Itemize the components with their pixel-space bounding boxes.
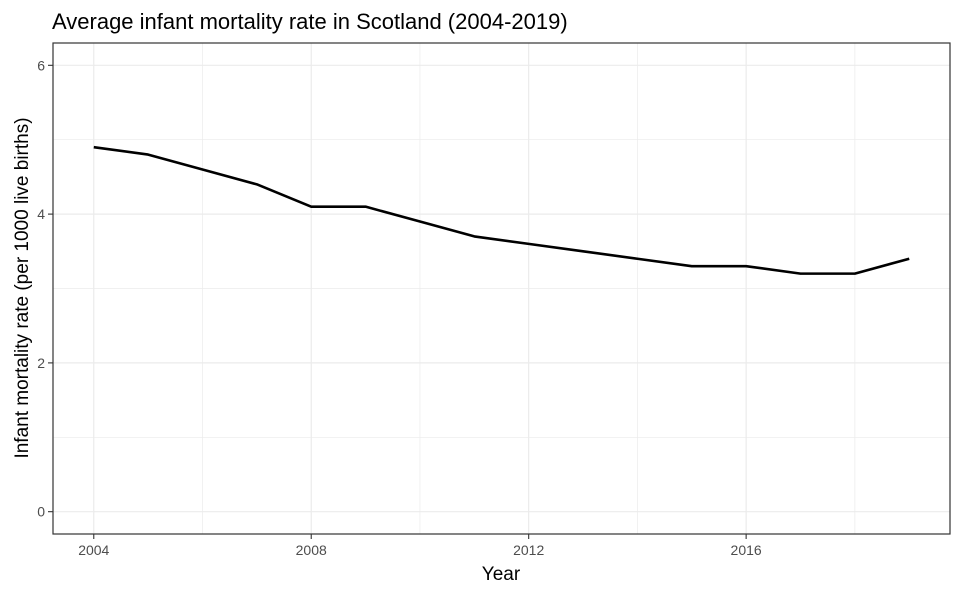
x-tick-label: 2012 [513, 542, 544, 558]
panel-border [52, 42, 951, 535]
x-tick-label: 2004 [78, 542, 109, 558]
y-axis-title: Infant mortality rate (per 1000 live bir… [12, 117, 33, 458]
y-tick-label: 6 [37, 57, 45, 73]
series-line [93, 145, 910, 275]
series-layer [93, 145, 910, 275]
y-tick-label: 2 [37, 355, 45, 371]
x-axis-title: Year [482, 564, 521, 585]
x-tick-label: 2008 [296, 542, 327, 558]
x-tick-label: 2016 [731, 542, 762, 558]
y-tick-label: 4 [37, 206, 45, 222]
y-axis: 0 2 4 6 [37, 57, 53, 520]
x-axis: 2004 2008 2012 2016 [78, 534, 762, 558]
y-tick-label: 0 [37, 504, 45, 520]
grid [53, 43, 950, 534]
chart-title: Average infant mortality rate in Scotlan… [52, 9, 568, 34]
